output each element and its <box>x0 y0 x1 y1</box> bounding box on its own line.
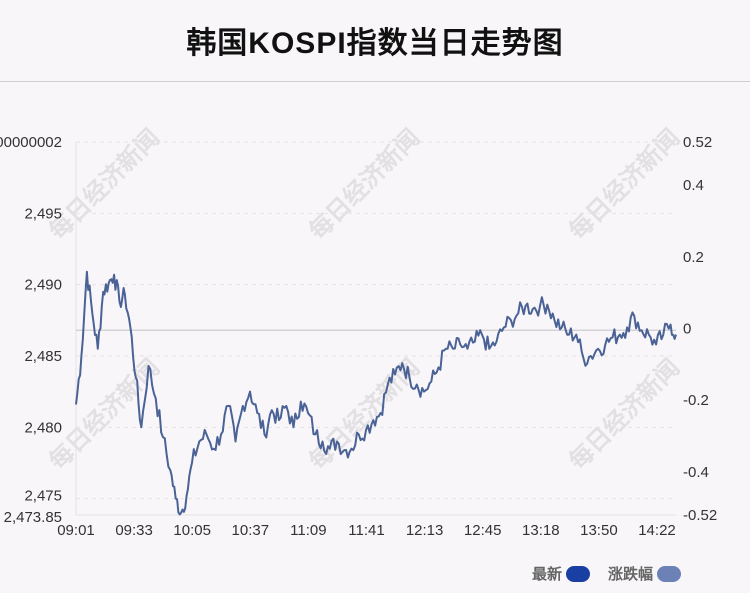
x-tick-label: 13:18 <box>522 522 560 539</box>
y-tick-label-right: 0 <box>683 321 691 338</box>
y-tick-label-right: 0.52 <box>683 134 712 151</box>
legend-change-label: 涨跌幅 <box>608 566 654 583</box>
y-tick-label-left: 2,500000002 <box>0 134 62 151</box>
legend-change-swatch <box>657 565 682 582</box>
x-tick-label: 11:09 <box>290 522 326 539</box>
y-tick-label-right: -0.4 <box>683 464 709 481</box>
y-tick-label-right: 0.2 <box>683 249 704 266</box>
y-tick-label-left: 2,473.85 <box>4 509 62 526</box>
x-tick-label: 11:41 <box>348 522 384 539</box>
x-tick-label: 09:33 <box>115 522 153 539</box>
y-tick-label-left: 2,490 <box>24 277 62 294</box>
watermark-text: 每日经济新闻 <box>563 353 685 475</box>
watermark-text: 每日经济新闻 <box>563 123 685 245</box>
watermark-text: 每日经济新闻 <box>43 353 165 475</box>
legend-latest[interactable]: 最新 <box>532 563 591 584</box>
y-tick-label-right: -0.2 <box>683 392 709 409</box>
y-tick-label-left: 2,485 <box>24 348 62 365</box>
x-tick-label: 09:01 <box>57 522 95 539</box>
x-tick-label: 10:37 <box>232 522 270 539</box>
y-tick-label-right: 0.4 <box>683 177 704 194</box>
x-tick-label: 10:05 <box>173 522 211 539</box>
title-divider <box>0 81 750 82</box>
legend-latest-label: 最新 <box>532 566 563 583</box>
legend-latest-swatch <box>566 565 591 582</box>
series-layer <box>75 270 677 516</box>
y-tick-label-left: 2,495 <box>24 205 62 222</box>
x-tick-label: 14:22 <box>638 522 676 539</box>
legend-change[interactable]: 涨跌幅 <box>608 563 682 584</box>
chart-title: 韩国KOSPI指数当日走势图 <box>186 27 564 60</box>
x-tick-label: 12:13 <box>406 522 444 539</box>
axes-layer: 2,500000002 2,495 2,490 2,485 2,480 2,475 2,47… <box>0 134 717 539</box>
series-line-latest <box>75 270 677 516</box>
watermark-text: 每日经济新闻 <box>303 123 425 245</box>
y-tick-label-left: 2,480 <box>24 419 62 436</box>
y-tick-label-left: 2,475 <box>24 488 62 505</box>
x-tick-label: 13:50 <box>580 522 618 539</box>
y-tick-label-right: -0.52 <box>683 507 717 524</box>
x-tick-label: 12:45 <box>464 522 502 539</box>
grid-layer <box>75 141 676 516</box>
